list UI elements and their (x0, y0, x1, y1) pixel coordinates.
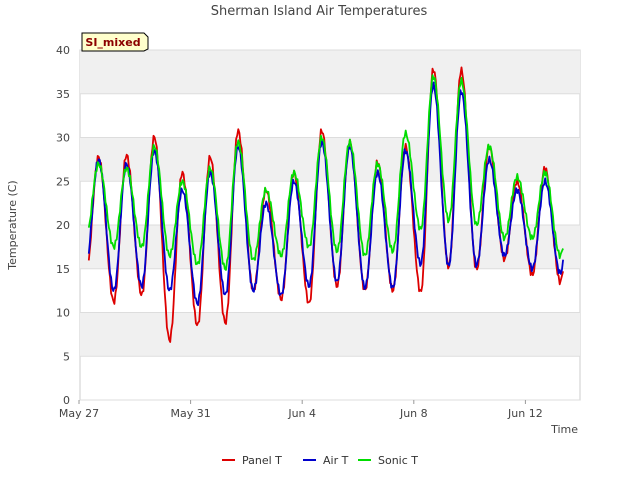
badge-box (81, 32, 149, 52)
y-tick-label: 25 (56, 175, 70, 188)
y-tick-label: 20 (56, 219, 70, 232)
series-line-sonic-t (87, 74, 564, 271)
badge-label: SI_mixed (85, 36, 140, 49)
y-tick-label: 15 (56, 263, 70, 276)
x-ticks: May 27 May 31 Jun 4 Jun 8 Jun 12 (59, 400, 543, 420)
y-tick-label: 0 (63, 394, 70, 407)
grid-band (80, 312, 580, 357)
x-tick-label: Jun 4 (287, 407, 316, 420)
x-axis-label: Time (550, 423, 578, 436)
badge: SI_mixed (81, 32, 149, 52)
legend-label: Panel T (242, 454, 282, 467)
grid-band (80, 137, 580, 182)
y-tick-label: 35 (56, 88, 70, 101)
x-tick-label: Jun 12 (507, 407, 543, 420)
y-tick-label: 10 (56, 307, 70, 320)
grid (80, 49, 580, 401)
x-tick-label: May 27 (59, 407, 99, 420)
y-tick-label: 5 (63, 350, 70, 363)
chart-title: Sherman Island Air Temperatures (211, 4, 428, 19)
legend-label: Sonic T (378, 454, 418, 467)
x-tick-label: Jun 8 (399, 407, 428, 420)
x-tick-label: May 31 (170, 407, 210, 420)
y-tick-label: 40 (56, 44, 70, 57)
legend: Panel T Air T Sonic T (222, 454, 418, 467)
series-group (87, 66, 564, 343)
legend-label: Air T (323, 454, 349, 467)
grid-band (80, 50, 580, 94)
y-ticks: 0 5 10 15 20 25 30 35 40 (56, 44, 70, 407)
y-axis-label: Temperature (C) (6, 180, 19, 270)
series-line-air-t (87, 81, 564, 307)
y-tick-label: 30 (56, 132, 70, 145)
